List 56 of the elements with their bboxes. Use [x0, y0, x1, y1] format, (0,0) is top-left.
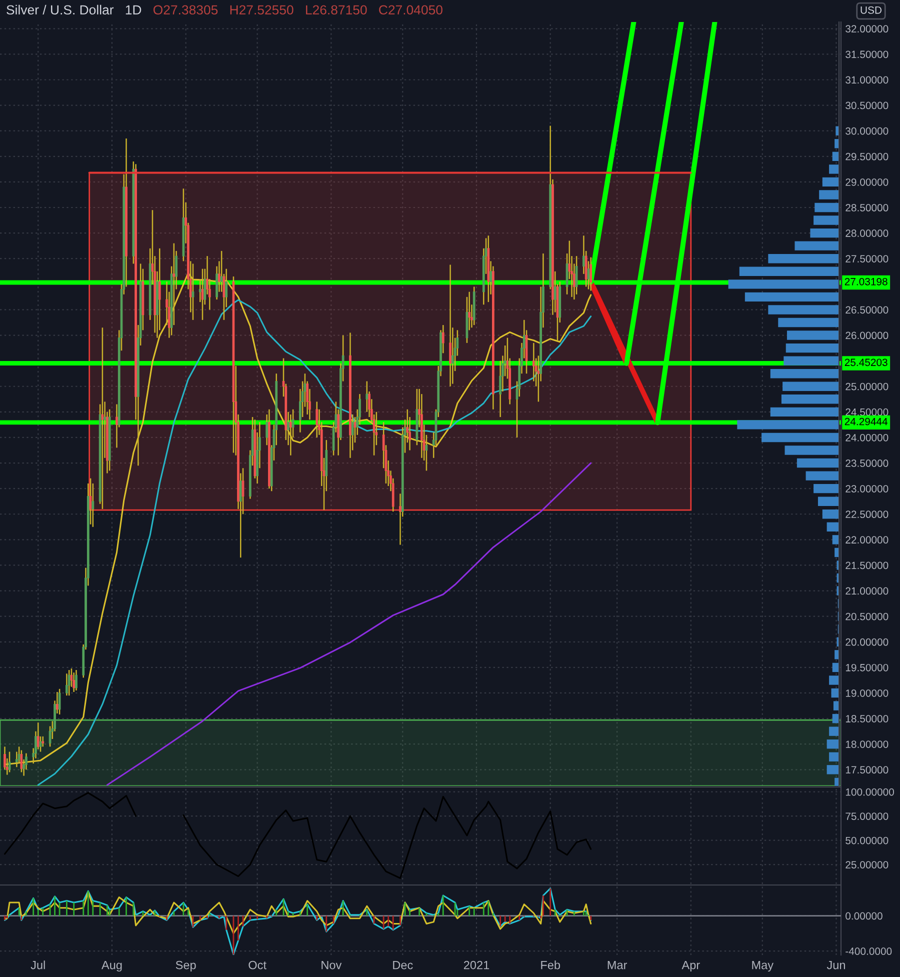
- y-tick-label: 18.00000: [846, 740, 888, 748]
- y-tick-label: 19.50000: [846, 664, 888, 672]
- y-tick-label: 22.00000: [846, 536, 888, 544]
- y-tick-label: 25.00000: [846, 382, 888, 390]
- y-tick-label: 23.50000: [846, 460, 888, 467]
- y-tick-label: 22.50000: [846, 510, 888, 518]
- ref-line-label: 27.03198: [844, 278, 888, 286]
- x-tick-label: May: [752, 960, 774, 972]
- x-tick-label: Nov: [322, 960, 342, 970]
- y-tick-label: -400.0000: [846, 948, 892, 955]
- x-tick-label: Apr: [682, 960, 700, 972]
- x-tick-label: Sep: [176, 960, 196, 972]
- y-tick-label: 28.00000: [846, 230, 888, 237]
- y-tick-label: 23.00000: [846, 485, 888, 492]
- y-tick-label: 50.00000: [846, 836, 888, 844]
- x-tick-label: Jul: [30, 960, 45, 970]
- y-tick-label: 28.50000: [846, 204, 888, 212]
- y-tick-label: 24.00000: [846, 434, 888, 442]
- y-tick-label: 20.00000: [846, 638, 888, 646]
- text: L26.87150: [306, 5, 367, 15]
- y-tick-label: 26.00000: [846, 332, 888, 340]
- y-tick-label: 75.00000: [846, 812, 888, 820]
- x-tick-label: Feb: [541, 960, 560, 970]
- y-tick-label: 24.50000: [846, 408, 888, 416]
- y-tick-label: 100.00000: [846, 788, 894, 796]
- x-tick-label: Oct: [248, 960, 266, 970]
- x-tick-label: Dec: [393, 960, 413, 970]
- y-tick-label: 31.00000: [846, 76, 888, 84]
- x-tick-label: Mar: [608, 960, 628, 970]
- y-tick-label: 30.00000: [846, 127, 888, 135]
- y-tick-label: 32.00000: [846, 25, 888, 33]
- y-tick-label: 20.50000: [846, 612, 888, 620]
- y-tick-label: 30.50000: [846, 102, 888, 110]
- y-tick-label: 0.00000: [846, 912, 882, 920]
- y-tick-label: 29.00000: [846, 178, 888, 186]
- ref-line-label: 24.29444: [844, 418, 888, 426]
- x-tick-label: 2021: [464, 960, 490, 970]
- chart-title: Silver / U.S. Dollar: [6, 4, 114, 15]
- y-tick-label: 26.50000: [846, 306, 888, 314]
- x-tick-label: Aug: [101, 960, 122, 972]
- y-tick-label: 29.50000: [846, 152, 888, 160]
- y-tick-label: 25.00000: [846, 861, 888, 868]
- y-tick-label: 27.50000: [846, 255, 888, 262]
- y-tick-label: 31.50000: [846, 50, 888, 58]
- ref-line-label: 25.45203: [844, 358, 888, 366]
- x-tick-label: Jun: [826, 960, 845, 970]
- text: O27.38305: [153, 5, 218, 15]
- text: C27.04050: [379, 5, 442, 15]
- y-tick-label: 21.00000: [846, 587, 888, 595]
- y-tick-label: 17.50000: [846, 766, 888, 774]
- text: H27.52550: [230, 5, 294, 15]
- y-tick-label: 18.50000: [846, 715, 888, 722]
- chart-subtitle: 1D: [126, 5, 142, 14]
- y-axis-title: USD: [860, 6, 882, 14]
- y-tick-label: 21.50000: [846, 562, 888, 570]
- y-tick-label: 19.00000: [846, 689, 888, 697]
